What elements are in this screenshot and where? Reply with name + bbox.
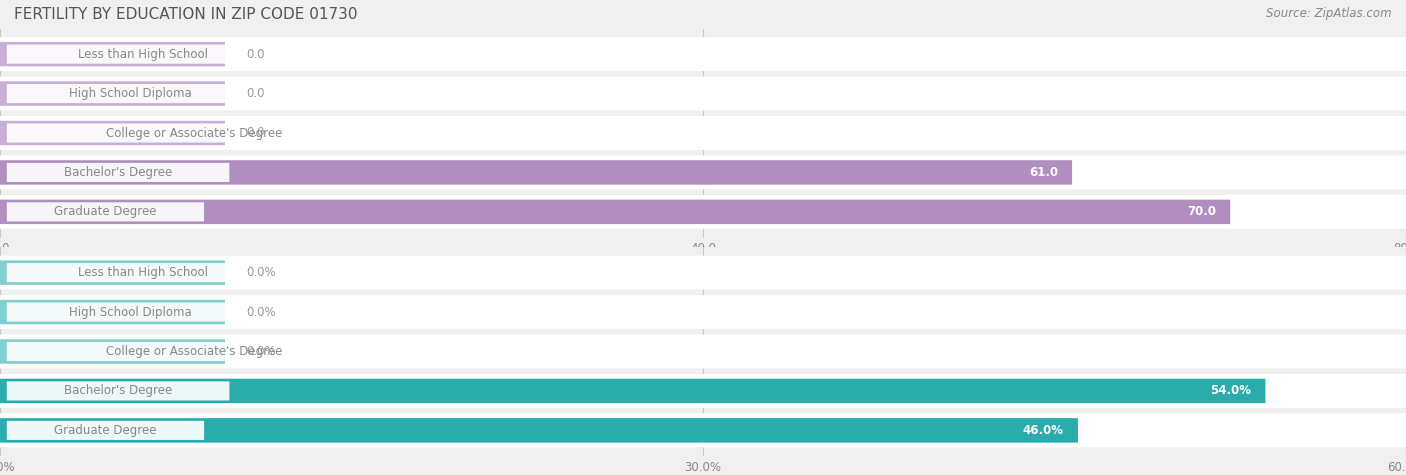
FancyBboxPatch shape [7, 303, 254, 322]
FancyBboxPatch shape [0, 195, 1406, 229]
Text: Graduate Degree: Graduate Degree [55, 205, 156, 218]
FancyBboxPatch shape [0, 116, 1406, 150]
Text: FERTILITY BY EDUCATION IN ZIP CODE 01730: FERTILITY BY EDUCATION IN ZIP CODE 01730 [14, 7, 357, 22]
FancyBboxPatch shape [7, 163, 229, 182]
Text: High School Diploma: High School Diploma [69, 87, 193, 100]
FancyBboxPatch shape [0, 418, 1078, 443]
FancyBboxPatch shape [7, 45, 280, 64]
FancyBboxPatch shape [0, 76, 1406, 111]
FancyBboxPatch shape [0, 81, 225, 106]
FancyBboxPatch shape [0, 160, 1073, 185]
FancyBboxPatch shape [7, 263, 280, 282]
FancyBboxPatch shape [0, 374, 1406, 408]
Text: 54.0%: 54.0% [1211, 384, 1251, 398]
FancyBboxPatch shape [0, 339, 225, 364]
FancyBboxPatch shape [0, 413, 1406, 447]
FancyBboxPatch shape [7, 342, 381, 361]
FancyBboxPatch shape [0, 295, 1406, 329]
Text: Less than High School: Less than High School [79, 266, 208, 279]
Text: 46.0%: 46.0% [1024, 424, 1064, 437]
FancyBboxPatch shape [0, 155, 1406, 190]
FancyBboxPatch shape [0, 334, 1406, 369]
Text: Bachelor's Degree: Bachelor's Degree [65, 384, 172, 398]
FancyBboxPatch shape [7, 124, 381, 142]
FancyBboxPatch shape [7, 421, 204, 440]
Text: College or Associate's Degree: College or Associate's Degree [105, 126, 283, 140]
Text: Less than High School: Less than High School [79, 48, 208, 61]
FancyBboxPatch shape [0, 260, 225, 285]
FancyBboxPatch shape [7, 84, 254, 103]
FancyBboxPatch shape [0, 256, 1406, 290]
FancyBboxPatch shape [0, 300, 225, 324]
Text: 0.0%: 0.0% [246, 305, 276, 319]
Text: Graduate Degree: Graduate Degree [55, 424, 156, 437]
FancyBboxPatch shape [7, 202, 204, 221]
FancyBboxPatch shape [7, 381, 229, 400]
Text: 0.0%: 0.0% [246, 266, 276, 279]
FancyBboxPatch shape [0, 42, 225, 66]
FancyBboxPatch shape [0, 379, 1265, 403]
Text: Bachelor's Degree: Bachelor's Degree [65, 166, 172, 179]
Text: 61.0: 61.0 [1029, 166, 1059, 179]
FancyBboxPatch shape [0, 200, 1230, 224]
Text: 0.0%: 0.0% [246, 345, 276, 358]
Text: Source: ZipAtlas.com: Source: ZipAtlas.com [1267, 7, 1392, 20]
Text: 0.0: 0.0 [246, 48, 264, 61]
Text: High School Diploma: High School Diploma [69, 305, 193, 319]
FancyBboxPatch shape [0, 121, 225, 145]
Text: 0.0: 0.0 [246, 126, 264, 140]
Text: 70.0: 70.0 [1187, 205, 1216, 218]
FancyBboxPatch shape [0, 37, 1406, 71]
Text: College or Associate's Degree: College or Associate's Degree [105, 345, 283, 358]
Text: 0.0: 0.0 [246, 87, 264, 100]
